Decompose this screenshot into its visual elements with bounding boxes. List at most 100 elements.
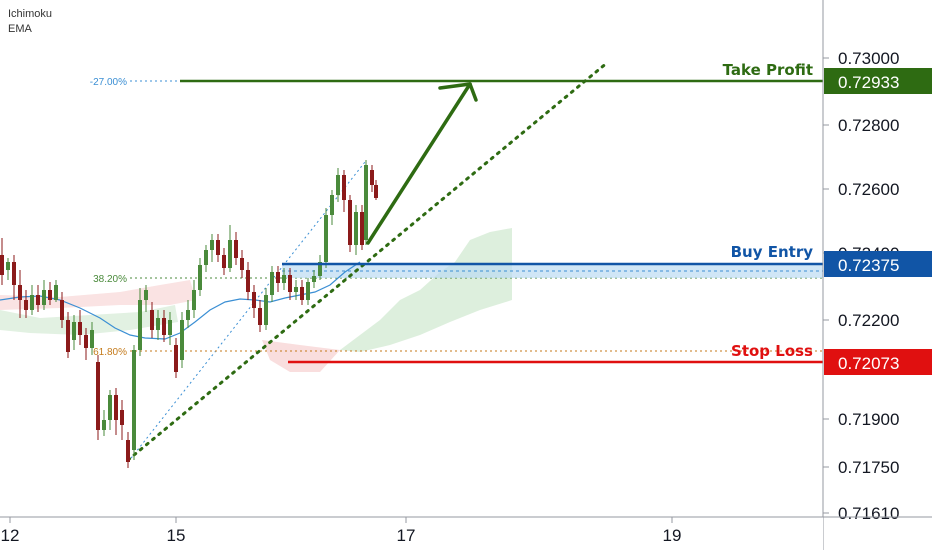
- buy-entry-label: Buy Entry: [731, 243, 814, 261]
- ichimoku-cloud: [0, 228, 512, 372]
- candle-body: [342, 175, 346, 200]
- candle-body: [162, 318, 166, 335]
- candle-body: [240, 258, 244, 270]
- candle-body: [246, 270, 250, 292]
- price-tick-0: 0.73000: [838, 49, 899, 68]
- candle-body: [120, 410, 124, 425]
- time-tick-0: 12: [1, 526, 20, 545]
- time-axis-ticks: [9, 517, 673, 523]
- fib-trend-line: [127, 161, 366, 463]
- svg-text:0.72073: 0.72073: [838, 354, 899, 373]
- candle-body: [78, 322, 82, 335]
- candle-body: [24, 300, 28, 310]
- time-axis-bg[interactable]: [0, 517, 823, 550]
- candle-body: [60, 300, 64, 320]
- stop-loss-label: Stop Loss: [731, 342, 813, 360]
- candle-body: [348, 200, 352, 245]
- take-profit-label: Take Profit: [723, 61, 813, 79]
- candle-body: [54, 285, 58, 300]
- candle-body: [364, 165, 368, 240]
- candle-body: [300, 287, 304, 300]
- candle-body: [186, 310, 190, 320]
- time-tick-2: 17: [397, 526, 416, 545]
- candle-body: [42, 290, 46, 305]
- candle-body: [330, 195, 334, 215]
- candle-body: [66, 320, 70, 352]
- candle-body: [210, 240, 214, 250]
- fib-label-61: 61.80%: [93, 347, 127, 358]
- svg-text:0.72933: 0.72933: [838, 73, 899, 92]
- candle-body: [294, 287, 298, 292]
- candle-body: [306, 282, 310, 300]
- candle-body: [102, 420, 106, 430]
- candle-body: [72, 322, 76, 340]
- candle-body: [374, 185, 378, 198]
- fib-label-38: 38.20%: [93, 274, 127, 285]
- candle-body: [12, 262, 16, 285]
- cloud-red-area-left: [0, 280, 196, 310]
- price-tick-4: 0.72200: [838, 311, 899, 330]
- candle-body: [108, 395, 112, 420]
- candle-body: [288, 275, 292, 292]
- candle-body: [192, 290, 196, 310]
- candle-body: [156, 318, 160, 330]
- candle-body: [36, 295, 40, 305]
- indicator-ichimoku: Ichimoku: [8, 8, 52, 20]
- candle-body: [114, 395, 118, 420]
- svg-text:0.72375: 0.72375: [838, 256, 899, 275]
- candle-body: [0, 255, 4, 275]
- candle-body: [18, 285, 22, 300]
- time-tick-1: 15: [167, 526, 186, 545]
- candle-body: [336, 175, 340, 195]
- candle-body: [30, 295, 34, 310]
- candle-body: [312, 276, 316, 282]
- candle-body: [216, 240, 220, 255]
- ema-line: [0, 261, 361, 340]
- price-tick-1: 0.72800: [838, 116, 899, 135]
- cloud-green-area-right: [340, 228, 512, 352]
- candle-body: [318, 262, 322, 276]
- candle-body: [198, 265, 202, 290]
- buy-entry-price-tag: 0.72375: [824, 251, 932, 277]
- time-tick-3: 19: [663, 526, 682, 545]
- candles: [0, 160, 378, 468]
- candle-body: [96, 362, 100, 430]
- candle-body: [174, 345, 178, 372]
- candle-body: [180, 320, 184, 360]
- candle-body: [264, 295, 268, 325]
- candle-body: [228, 240, 232, 268]
- candle-body: [258, 308, 262, 325]
- fib-label-minus27: -27.00%: [90, 77, 127, 88]
- projection-arrow: [366, 82, 478, 245]
- candle-body: [234, 240, 238, 258]
- candle-body: [360, 212, 364, 245]
- cloud-green-area-left: [0, 305, 178, 335]
- price-tick-6: 0.71750: [838, 458, 899, 477]
- candle-body: [90, 330, 94, 348]
- candle-body: [252, 292, 256, 308]
- cloud-red-area-mid: [262, 340, 340, 372]
- candle-body: [370, 170, 374, 185]
- support-trendline: [126, 60, 610, 462]
- stop-loss-price-tag: 0.72073: [824, 349, 932, 375]
- candle-body: [126, 440, 130, 462]
- candle-body: [144, 290, 148, 300]
- price-tick-7: 0.71610: [838, 504, 899, 523]
- candle-body: [150, 310, 154, 330]
- candle-body: [270, 272, 274, 295]
- candle-body: [354, 212, 358, 245]
- candle-body: [222, 255, 226, 268]
- candle-body: [204, 250, 208, 265]
- price-tick-5: 0.71900: [838, 410, 899, 429]
- candle-body: [6, 262, 10, 270]
- price-tick-2: 0.72600: [838, 180, 899, 199]
- candle-body: [48, 290, 52, 300]
- candle-body: [132, 350, 136, 450]
- candle-body: [168, 320, 172, 335]
- candle-body: [324, 215, 328, 262]
- candle-body: [138, 300, 142, 350]
- take-profit-price-tag: 0.72933: [824, 68, 932, 94]
- candle-body: [84, 335, 88, 348]
- indicator-ema: EMA: [8, 23, 33, 35]
